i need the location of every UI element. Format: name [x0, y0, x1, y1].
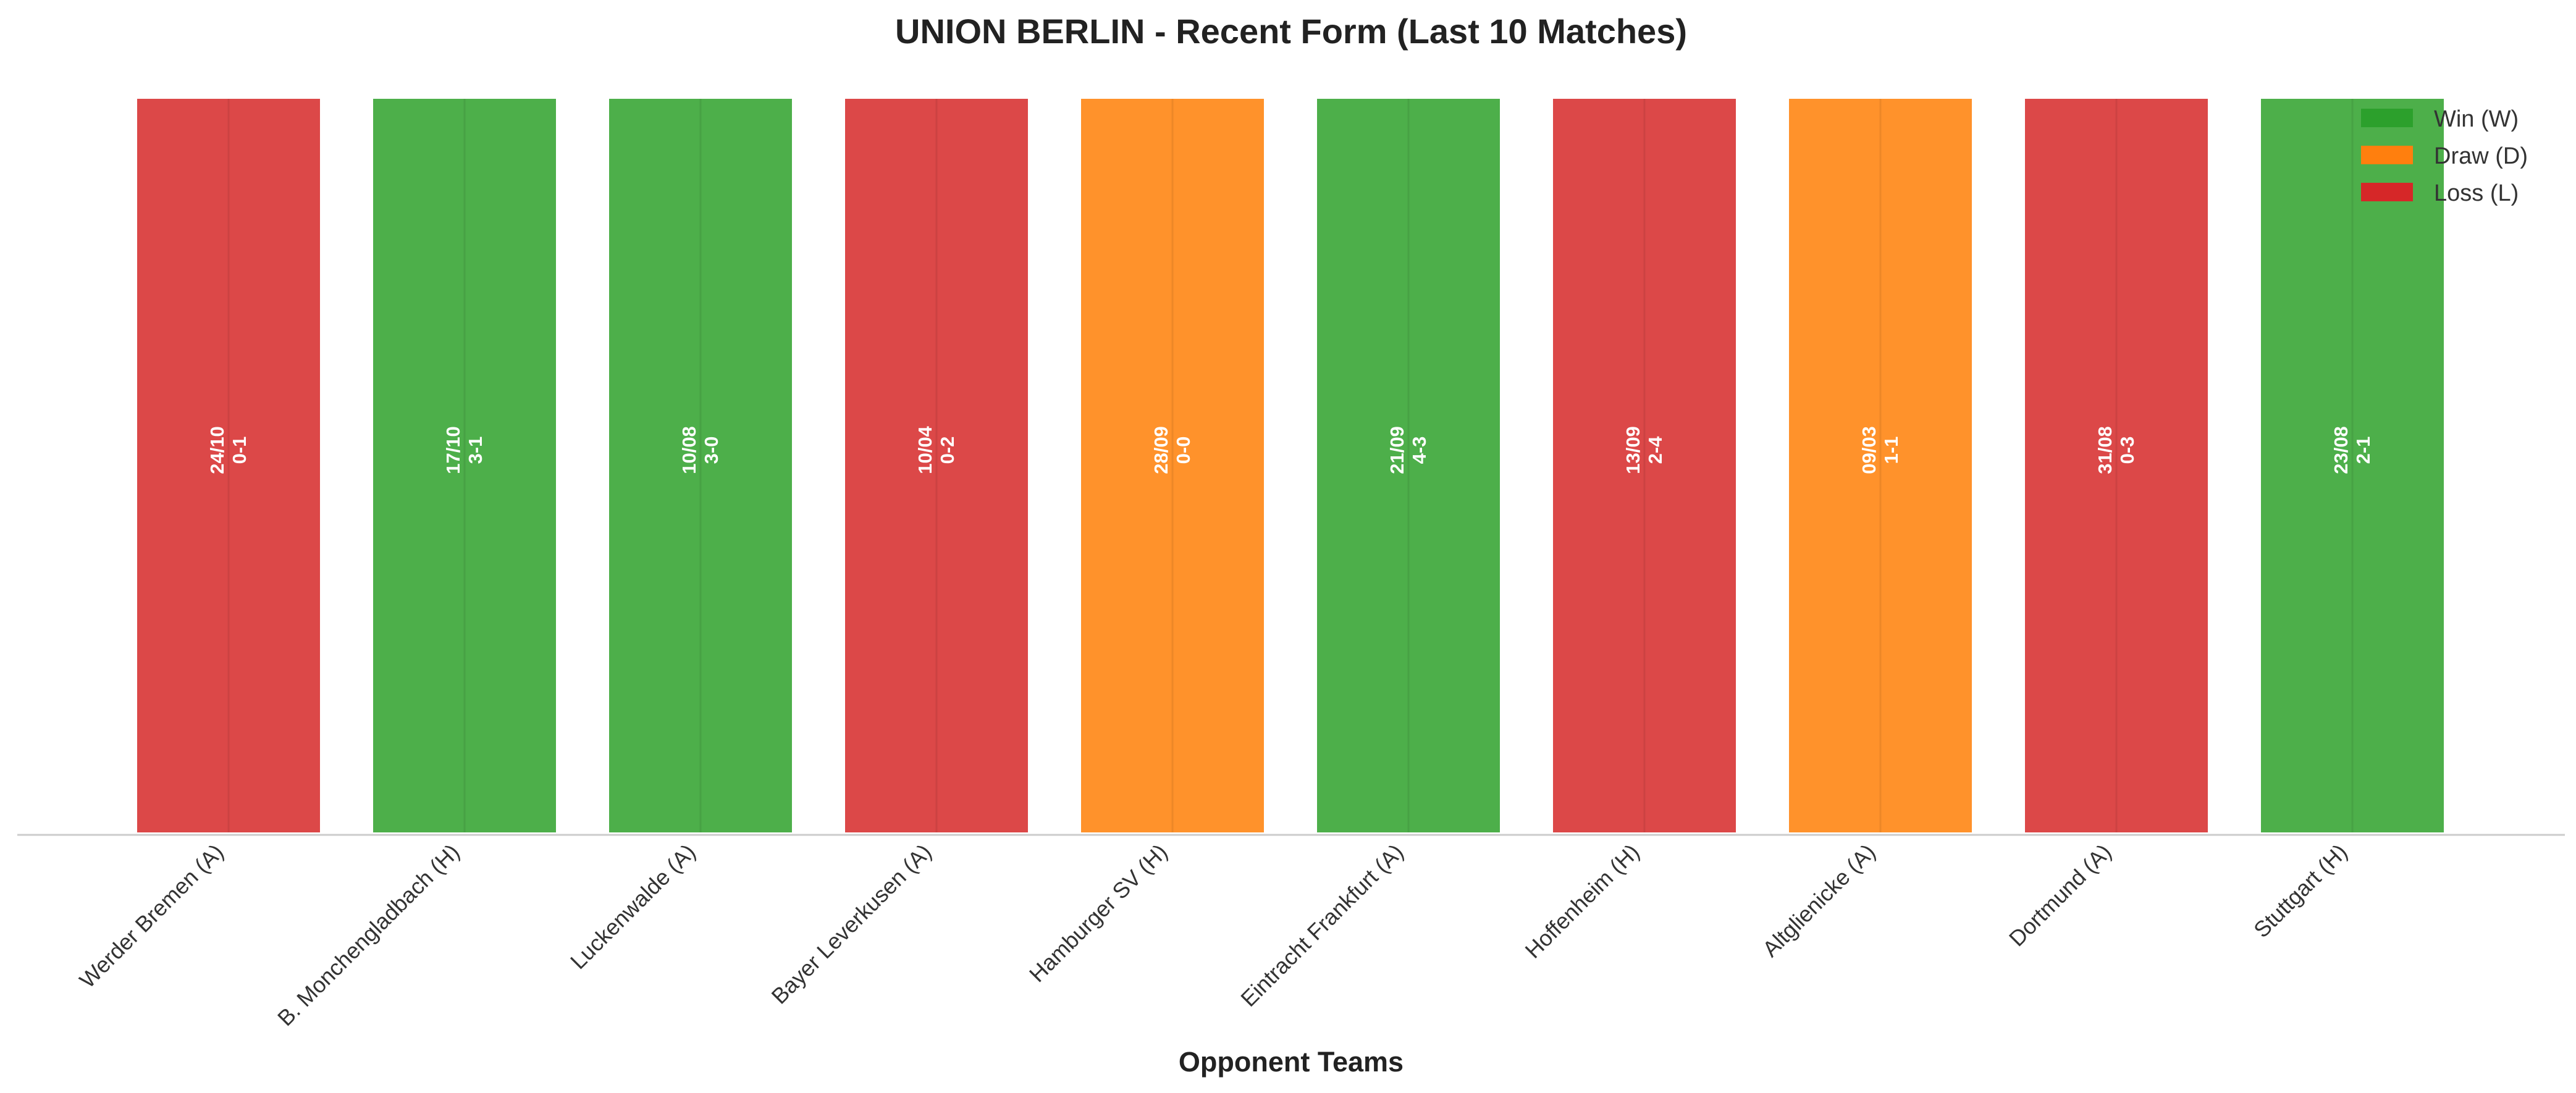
legend-swatch-L	[2361, 183, 2413, 201]
bar-9	[2022, 96, 2210, 835]
bar-label-6: 21/094-3	[1386, 426, 1430, 474]
x-tick-label-8: Altglienicke (A)	[1757, 839, 1880, 962]
legend-swatch-W	[2361, 109, 2413, 127]
bar-1	[135, 96, 322, 835]
legend-swatch-D	[2361, 146, 2413, 164]
legend-label-D: Draw (D)	[2434, 143, 2528, 169]
x-tick-label-1: Werder Bremen (A)	[74, 839, 228, 993]
x-tick-label-9: Dortmund (A)	[2004, 839, 2116, 952]
legend-label-W: Win (W)	[2434, 106, 2519, 132]
legend: Win (W) Draw (D) Loss (L)	[2361, 106, 2528, 206]
bar-3	[607, 96, 794, 835]
bar-6	[1315, 96, 1502, 835]
x-tick-label-2: B. Monchengladbach (H)	[272, 839, 465, 1031]
bar-7	[1551, 96, 1738, 835]
bar-label-8: 09/031-1	[1858, 426, 1902, 474]
chart-title: UNION BERLIN - Recent Form (Last 10 Matc…	[895, 12, 1687, 51]
bar-label-9: 31/080-3	[2094, 426, 2138, 474]
legend-label-L: Loss (L)	[2434, 180, 2519, 206]
bar-label-1: 24/100-1	[206, 426, 250, 474]
x-tick-label-3: Luckenwalde (A)	[565, 839, 701, 974]
bar-8	[1787, 96, 1974, 835]
bar-4	[843, 96, 1030, 835]
x-tick-label-5: Hamburger SV (H)	[1024, 839, 1172, 987]
bar-label-3: 10/083-0	[678, 426, 722, 474]
bar-2	[371, 96, 558, 835]
bar-10	[2258, 96, 2446, 835]
x-tick-label-6: Eintracht Frankfurt (A)	[1235, 839, 1408, 1011]
x-tick-label-4: Bayer Leverkusen (A)	[766, 839, 936, 1009]
x-axis-label: Opponent Teams	[1179, 1046, 1404, 1078]
x-tick-label-7: Hoffenheim (H)	[1520, 839, 1644, 963]
bar-label-4: 10/040-2	[914, 425, 958, 474]
bar-label-10: 23/082-1	[2330, 426, 2374, 474]
bar-label-7: 13/092-4	[1622, 426, 1666, 474]
bars-layer: 24/100-1 17/103-1 10/083-0 10/040-2 28/090-0…	[135, 96, 2446, 835]
x-tick-labels: Werder Bremen (A) B. Monchengladbach (H) L…	[74, 839, 2352, 1031]
bar-label-5: 28/090-0	[1150, 426, 1194, 474]
bar-label-2: 17/103-1	[442, 426, 486, 474]
bar-5	[1079, 96, 1266, 835]
x-tick-label-10: Stuttgart (H)	[2249, 839, 2352, 943]
